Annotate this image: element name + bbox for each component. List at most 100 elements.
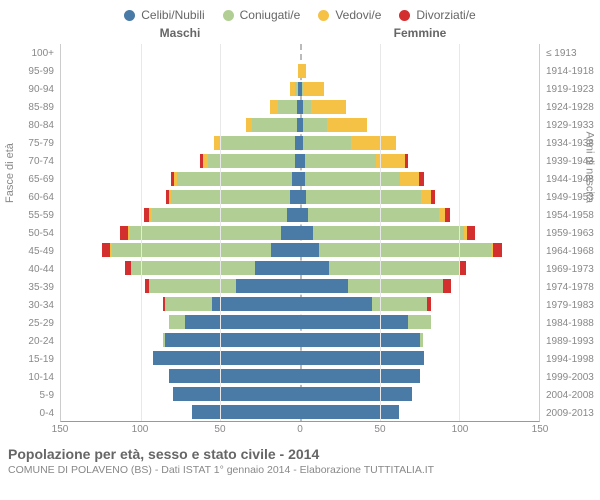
age-tick: 25-29 — [0, 314, 54, 332]
age-tick: 85-89 — [0, 98, 54, 116]
bar-seg-divorziati — [443, 279, 451, 293]
bar-seg-coniugati — [303, 136, 351, 150]
plot-outer: Fasce di età Anni di nascita 100+95-9990… — [0, 44, 600, 422]
bar-seg-celibi — [165, 333, 300, 347]
birth-tick: 1954-1958 — [546, 206, 600, 224]
male-half — [61, 385, 300, 403]
male-half — [61, 403, 300, 421]
bar-seg-vedovi — [376, 154, 405, 168]
legend-swatch — [124, 10, 135, 21]
male-half — [61, 188, 300, 206]
chart-title: Popolazione per età, sesso e stato civil… — [8, 446, 592, 462]
birth-tick: 1924-1928 — [546, 98, 600, 116]
female-half — [300, 313, 539, 331]
bar-seg-celibi — [153, 351, 300, 365]
bar-seg-celibi — [300, 297, 372, 311]
bar-seg-celibi — [236, 279, 300, 293]
pyramid-row — [61, 152, 539, 170]
bar-seg-coniugati — [303, 100, 311, 114]
female-half — [300, 295, 539, 313]
legend-label: Divorziati/e — [416, 8, 475, 22]
female-label: Femmine — [300, 26, 540, 40]
age-tick: 35-39 — [0, 278, 54, 296]
male-half — [61, 331, 300, 349]
female-half — [300, 385, 539, 403]
bar-seg-coniugati — [222, 136, 295, 150]
bar-seg-celibi — [169, 369, 300, 383]
bar-seg-celibi — [290, 190, 300, 204]
plot-area — [60, 44, 540, 422]
bar-seg-divorziati — [120, 226, 128, 240]
pyramid-row — [61, 206, 539, 224]
birth-tick: 1934-1938 — [546, 134, 600, 152]
age-tick: 40-44 — [0, 260, 54, 278]
age-tick: 95-99 — [0, 62, 54, 80]
male-half — [61, 367, 300, 385]
pyramid-row — [61, 385, 539, 403]
male-half — [61, 44, 300, 62]
male-half — [61, 62, 300, 80]
birth-tick: 1929-1933 — [546, 116, 600, 134]
pyramid-row — [61, 367, 539, 385]
x-axis-ticks: 15010050050100150 — [60, 422, 540, 440]
male-half — [61, 152, 300, 170]
bar-seg-vedovi — [327, 118, 367, 132]
bar-seg-coniugati — [171, 190, 291, 204]
birth-tick: 1984-1988 — [546, 314, 600, 332]
bar-seg-celibi — [300, 315, 408, 329]
bar-seg-coniugati — [305, 172, 401, 186]
birth-tick: 1914-1918 — [546, 62, 600, 80]
x-tick: 50 — [374, 424, 385, 435]
bar-seg-celibi — [300, 387, 412, 401]
bar-seg-coniugati — [329, 261, 460, 275]
pyramid-row — [61, 277, 539, 295]
pyramid-row — [61, 134, 539, 152]
birth-tick: 1939-1943 — [546, 152, 600, 170]
legend-item: Divorziati/e — [399, 8, 475, 22]
chart-container: Celibi/NubiliConiugati/eVedovi/eDivorzia… — [0, 0, 600, 500]
x-tick: 50 — [214, 424, 225, 435]
female-half — [300, 170, 539, 188]
female-half — [300, 98, 539, 116]
birth-tick: 1919-1923 — [546, 80, 600, 98]
birth-tick: 1974-1978 — [546, 278, 600, 296]
male-label: Maschi — [60, 26, 300, 40]
bar-seg-coniugati — [408, 315, 430, 329]
bar-seg-celibi — [173, 387, 300, 401]
age-tick: 45-49 — [0, 242, 54, 260]
age-tick: 65-69 — [0, 170, 54, 188]
bar-seg-divorziati — [431, 190, 436, 204]
bar-seg-divorziati — [445, 208, 450, 222]
age-tick: 100+ — [0, 44, 54, 62]
x-tick: 0 — [297, 424, 303, 435]
bar-seg-coniugati — [177, 172, 292, 186]
bar-seg-celibi — [300, 261, 329, 275]
bar-seg-divorziati — [493, 243, 503, 257]
legend-swatch — [223, 10, 234, 21]
pyramid-row — [61, 349, 539, 367]
pyramid-row — [61, 44, 539, 62]
legend-label: Celibi/Nubili — [141, 8, 204, 22]
male-half — [61, 98, 300, 116]
age-tick: 15-19 — [0, 350, 54, 368]
bar-seg-coniugati — [305, 154, 377, 168]
bar-seg-celibi — [300, 369, 420, 383]
birth-tick: 2004-2008 — [546, 386, 600, 404]
female-half — [300, 403, 539, 421]
female-half — [300, 134, 539, 152]
bar-seg-vedovi — [303, 82, 324, 96]
age-tick: 55-59 — [0, 206, 54, 224]
grid-line — [220, 44, 221, 421]
bar-seg-coniugati — [131, 261, 255, 275]
bar-seg-coniugati — [130, 226, 281, 240]
x-tick: 100 — [132, 424, 149, 435]
footer: Popolazione per età, sesso e stato civil… — [0, 440, 600, 476]
female-half — [300, 331, 539, 349]
pyramid-row — [61, 259, 539, 277]
male-half — [61, 349, 300, 367]
age-tick: 60-64 — [0, 188, 54, 206]
age-tick: 75-79 — [0, 134, 54, 152]
bar-seg-celibi — [300, 333, 420, 347]
bar-seg-coniugati — [252, 118, 297, 132]
female-half — [300, 80, 539, 98]
